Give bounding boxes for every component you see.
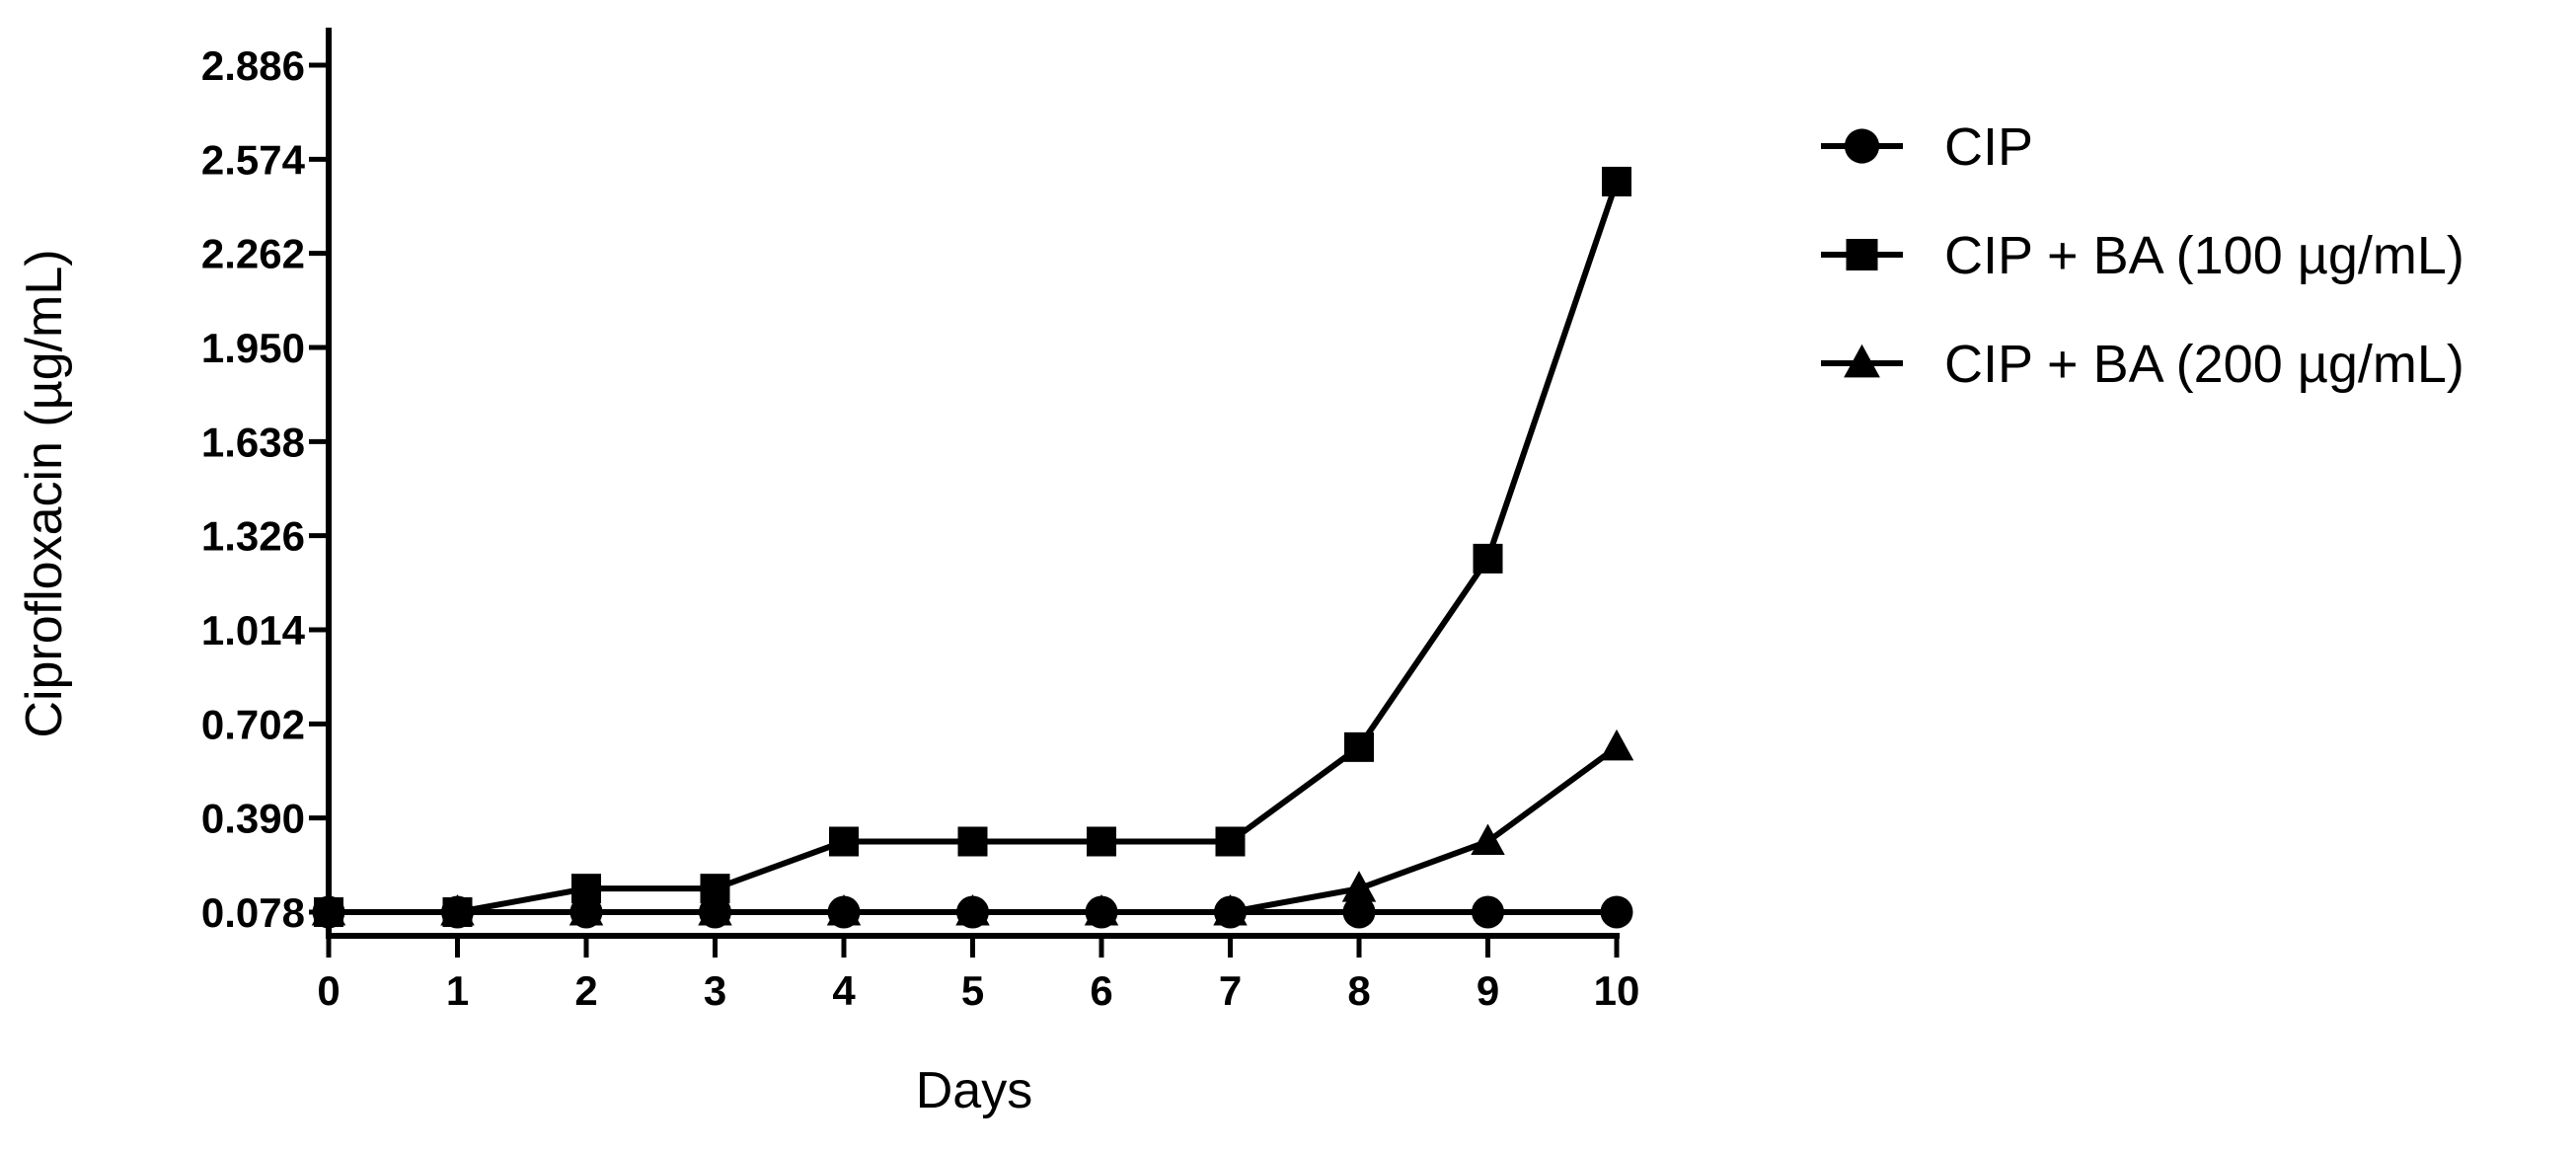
legend-marker-circle [1844,128,1880,164]
y-tick-label: 0.702 [201,701,305,747]
data-point-square [1215,826,1246,857]
x-tick-label: 0 [317,967,340,1014]
x-tick-label: 4 [832,967,856,1014]
legend-label: CIP [1944,117,2033,177]
data-point-square [571,874,601,904]
legend-label: CIP + BA (100 µg/mL) [1944,226,2464,285]
data-point-square [442,897,473,927]
legend-item: CIP + BA (200 µg/mL) [1821,335,2464,394]
x-tick-label: 5 [961,967,984,1014]
data-point-triangle [698,894,732,926]
legend-label: CIP + BA (200 µg/mL) [1944,335,2464,394]
legend-item: CIP + BA (100 µg/mL) [1821,226,2464,285]
data-point-triangle [955,894,990,926]
axes-layer [326,28,1620,939]
x-tick-label: 9 [1477,967,1499,1014]
data-point-square [829,826,859,857]
y-tick-label: 2.262 [201,231,305,277]
y-axis-title: Ciprofloxacin (µg/mL) [16,249,73,737]
data-point-triangle [568,894,604,926]
y-tick-label: 2.886 [201,42,305,89]
data-point-triangle [1213,894,1248,926]
data-point-square [1602,166,1631,196]
data-point-circle [1600,895,1633,929]
legend-marker-square [1846,239,1878,270]
series-layer [311,166,1634,929]
y-tick-label: 1.326 [201,513,305,560]
x-tick-label: 7 [1219,967,1242,1014]
series-square [314,166,1631,927]
x-tick-label: 6 [1090,967,1112,1014]
y-tick-label: 1.950 [201,325,305,371]
legend-marker-triangle [1844,344,1880,378]
legend: CIP CIP + BA (100 µg/mL) CIP + BA (200 µg/… [1821,117,2464,394]
data-point-square [1087,826,1116,857]
series-line [329,180,1620,915]
y-tick-label: 1.638 [201,419,305,465]
y-tick-label: 2.574 [201,136,306,183]
x-axis-ticks: 0 1 2 3 4 5 6 7 8 9 10 [317,936,1639,1014]
y-tick-label: 0.078 [201,889,305,936]
x-tick-label: 8 [1347,967,1370,1014]
data-point-square [957,826,988,857]
data-point-square [700,874,730,904]
legend-item: CIP [1821,117,2033,177]
data-point-circle [1342,895,1376,929]
x-tick-label: 10 [1594,967,1640,1014]
y-axis-ticks: 0.078 0.390 0.702 1.014 1.326 1.638 1.950 2.262… [201,42,329,936]
data-point-circle [1472,895,1504,929]
data-point-triangle [826,894,862,926]
x-tick-label: 3 [704,967,726,1014]
data-point-triangle [1341,871,1377,902]
data-point-triangle [1084,894,1119,926]
data-point-square [1344,731,1374,762]
y-tick-label: 0.390 [201,796,305,842]
data-point-square [1473,543,1503,574]
x-tick-label: 1 [446,967,469,1014]
x-axis-title: Days [916,1062,1032,1119]
data-point-triangle [1599,729,1634,761]
data-point-triangle [1471,823,1505,855]
y-tick-label: 1.014 [201,607,306,653]
x-tick-label: 2 [574,967,597,1014]
